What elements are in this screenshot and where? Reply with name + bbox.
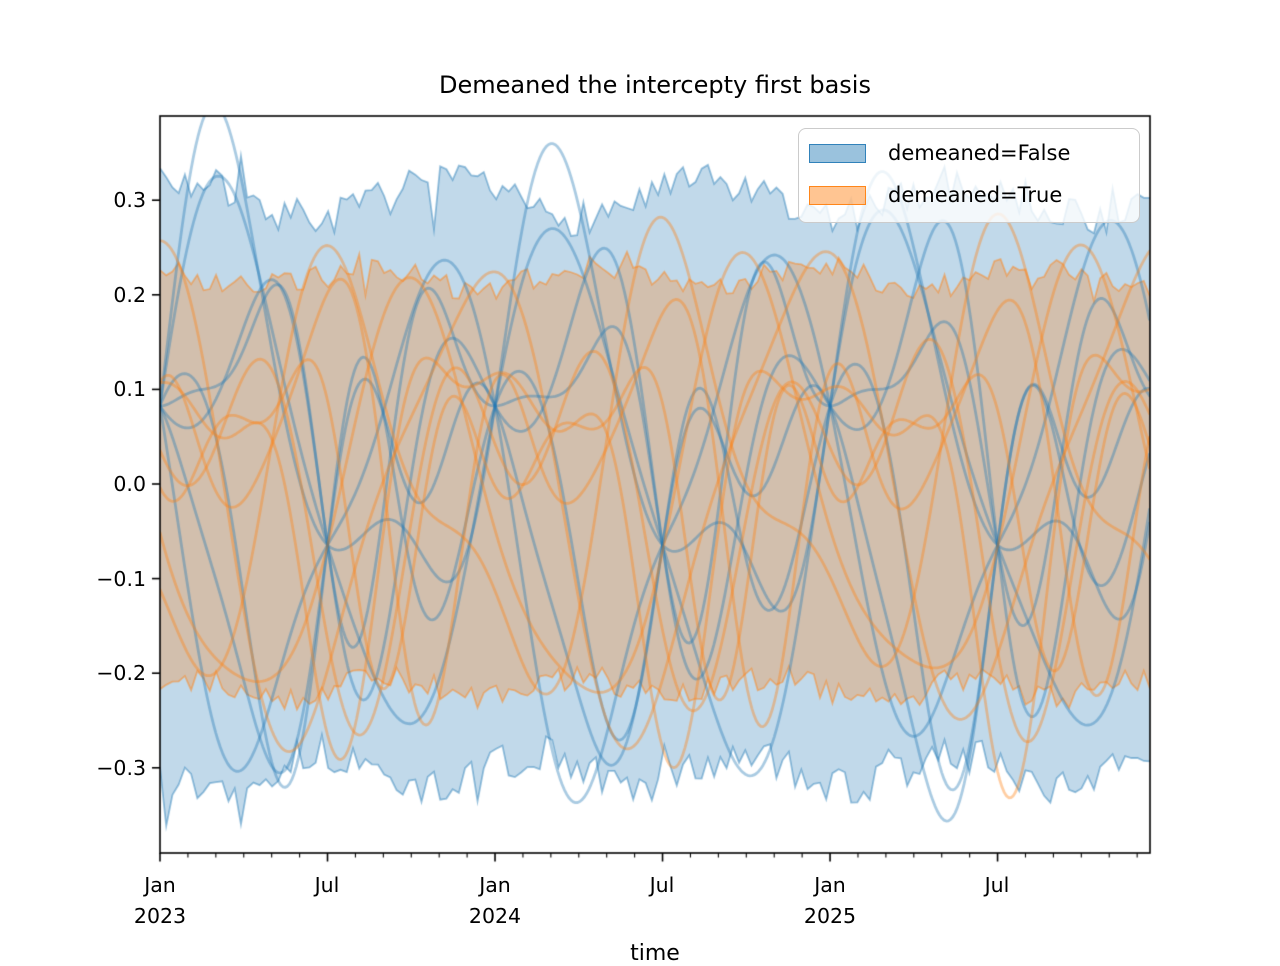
x-tick-year: 2024 [468,904,522,928]
y-tick-label: 0.0 [113,472,146,496]
y-tick-label: 0.2 [113,283,146,307]
x-tick-month: Jan [814,873,846,897]
x-tick-year: 2025 [803,904,857,928]
legend: demeaned=False demeaned=True [798,128,1140,223]
y-tick-label: −0.2 [96,661,146,685]
x-axis-label: time [630,941,680,966]
y-tick-label: 0.1 [113,377,146,401]
x-tick-month: Jul [649,873,675,897]
x-tick-month: Jan [144,873,176,897]
y-tick-label: 0.3 [113,188,146,212]
x-tick-month: Jul [984,873,1010,897]
y-tick-label: −0.3 [96,756,146,780]
x-tick-label: Jul [592,870,732,901]
x-tick-label: Jan 2023 [90,870,230,932]
x-tick-month: Jul [314,873,340,897]
x-tick-label: Jan 2024 [425,870,565,932]
x-tick-month: Jan [479,873,511,897]
x-tick-label: Jul [927,870,1067,901]
legend-label: demeaned=True [888,183,1063,207]
y-tick-label: −0.1 [96,567,146,591]
x-tick-label: Jul [257,870,397,901]
x-tick-label: Jan 2025 [760,870,900,932]
legend-patch-icon [809,186,866,205]
x-tick-year: 2023 [133,904,187,928]
legend-label: demeaned=False [888,141,1071,165]
legend-patch-icon [809,144,866,163]
chart-title: Demeaned the intercepty first basis [439,71,871,99]
